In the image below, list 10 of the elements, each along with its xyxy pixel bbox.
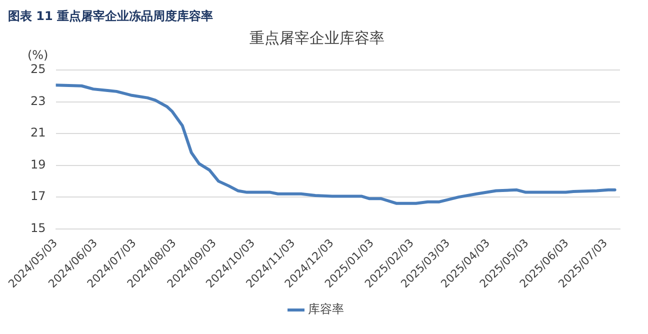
chart-title: 图表 11 重点屠宰企业冻品周度库容率: [8, 8, 214, 25]
y-axis-title: (%): [27, 48, 48, 62]
y-tick-label: 23: [30, 94, 46, 108]
legend-label: 库容率: [308, 302, 344, 316]
y-tick-label: 21: [30, 126, 46, 140]
y-tick-label: 17: [30, 189, 46, 204]
y-tick-label: 19: [30, 157, 46, 172]
y-tick-label: 15: [30, 220, 46, 235]
chart-subtitle: 重点屠宰企业库容率: [250, 28, 384, 47]
y-tick-label: 25: [30, 62, 46, 76]
